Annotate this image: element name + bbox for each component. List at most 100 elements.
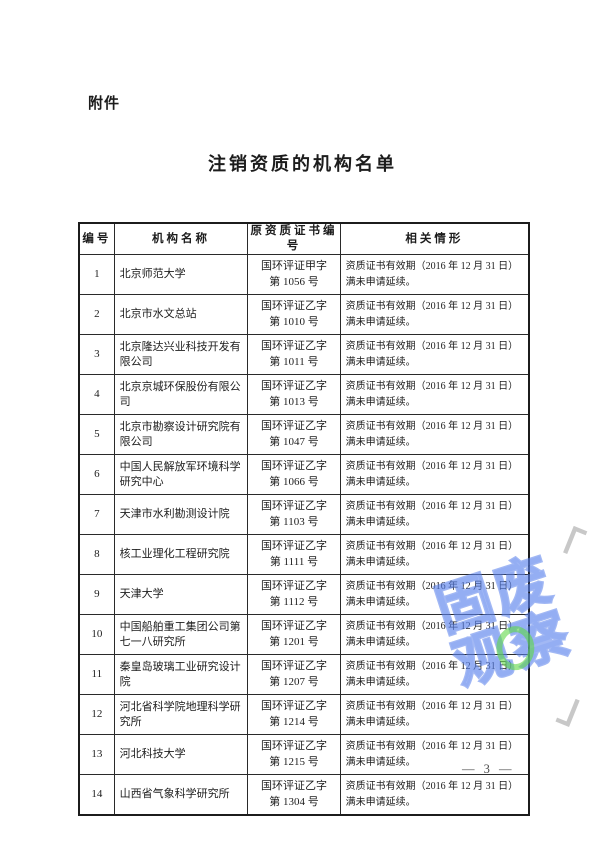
cell-certificate-number: 国环评证乙字第 1112 号 xyxy=(247,574,341,615)
cell-line: 满未申请延续。 xyxy=(345,356,416,368)
cell-situation: 资质证书有效期（2016 年 12 月 31 日） 满未申请延续。 xyxy=(339,614,530,655)
table-row: 11 秦皇岛玻璃工业研究设计院 国环评证乙字第 1207 号资质证书有效期（2016… xyxy=(78,654,530,695)
cell-line: 第 1103 号 xyxy=(269,515,319,528)
cell-situation: 资质证书有效期（2016 年 12 月 31 日） 满未申请延续。 xyxy=(339,334,530,375)
table-row: 7 天津市水利勘测设计院 国环评证乙字第 1103 号资质证书有效期（2016 年 … xyxy=(78,494,530,535)
cell-number: 4 xyxy=(78,374,115,415)
cell-institution-name: 山西省气象科学研究所 xyxy=(113,774,249,816)
cell-situation: 资质证书有效期（2016 年 12 月 31 日） 满未申请延续。 xyxy=(339,774,530,816)
cell-line: 资质证书有效期（2016 年 12 月 31 日） xyxy=(345,501,519,512)
table-row: 6 中国人民解放军环境科学研究中心 国环评证乙字第 1066 号资质证书有效期（20… xyxy=(78,454,530,495)
cell-number: 5 xyxy=(78,414,115,455)
cell-institution-name: 北京市水文总站 xyxy=(113,294,249,335)
cell-line: 满未申请延续。 xyxy=(345,516,416,528)
cell-line: 满未申请延续。 xyxy=(345,636,416,648)
cell-institution-name: 北京隆达兴业科技开发有限公司 xyxy=(113,334,249,375)
cell-line: 国环评证乙字 xyxy=(260,539,327,552)
cell-line: 资质证书有效期（2016 年 12 月 31 日） xyxy=(345,261,519,272)
cell-situation: 资质证书有效期（2016 年 12 月 31 日） 满未申请延续。 xyxy=(339,374,530,415)
column-header: 相关情形 xyxy=(339,222,530,255)
cell-certificate-number: 国环评证乙字第 1047 号 xyxy=(247,414,341,455)
cell-number: 11 xyxy=(78,654,115,695)
table-row: 13 河北科技大学 国环评证乙字第 1215 号资质证书有效期（2016 年 12 … xyxy=(78,734,530,775)
cell-situation: 资质证书有效期（2016 年 12 月 31 日） 满未申请延续。 xyxy=(339,574,530,615)
table-row: 2 北京市水文总站 国环评证乙字第 1010 号资质证书有效期（2016 年 12 … xyxy=(78,294,530,335)
cell-line: 满未申请延续。 xyxy=(345,276,416,288)
cell-line: 国环评证甲字 xyxy=(260,259,327,272)
cell-institution-name: 中国船舶重工集团公司第七一八研究所 xyxy=(113,614,249,655)
cell-situation: 资质证书有效期（2016 年 12 月 31 日） 满未申请延续。 xyxy=(339,294,530,335)
page-title: 注销资质的机构名单 xyxy=(208,154,397,174)
table-row: 12 河北省科学院地理科学研究所 国环评证乙字第 1214 号资质证书有效期（201… xyxy=(78,694,530,735)
cell-certificate-number: 国环评证乙字第 1013 号 xyxy=(247,374,341,415)
table-row: 8 核工业理化工程研究院 国环评证乙字第 1111 号资质证书有效期（2016 年 … xyxy=(78,534,530,575)
cell-line: 资质证书有效期（2016 年 12 月 31 日） xyxy=(345,301,519,312)
cell-line: 满未申请延续。 xyxy=(345,796,416,808)
cell-line: 第 1215 号 xyxy=(269,755,319,768)
cell-institution-name: 河北省科学院地理科学研究所 xyxy=(113,694,249,735)
cell-line: 国环评证乙字 xyxy=(260,379,327,392)
cell-number: 7 xyxy=(78,494,115,535)
cell-line: 第 1111 号 xyxy=(269,555,319,568)
cell-line: 第 1013 号 xyxy=(269,395,319,408)
cell-number: 12 xyxy=(78,694,115,735)
cell-situation: 资质证书有效期（2016 年 12 月 31 日） 满未申请延续。 xyxy=(339,254,530,295)
cell-line: 国环评证乙字 xyxy=(260,739,327,752)
cell-number: 6 xyxy=(78,454,115,495)
cell-line: 国环评证乙字 xyxy=(260,619,327,632)
cell-institution-name: 河北科技大学 xyxy=(113,734,249,775)
cell-certificate-number: 国环评证乙字第 1103 号 xyxy=(247,494,341,535)
cell-number: 9 xyxy=(78,574,115,615)
cell-line: 资质证书有效期（2016 年 12 月 31 日） xyxy=(345,341,519,352)
cell-line: 国环评证乙字 xyxy=(260,779,327,792)
table-row: 1 北京师范大学 国环评证甲字第 1056 号资质证书有效期（2016 年 12 月… xyxy=(78,254,530,295)
table-row: 5 北京市勘察设计研究院有限公司 国环评证乙字第 1047 号资质证书有效期（201… xyxy=(78,414,530,455)
cell-number: 14 xyxy=(78,774,115,816)
cell-situation: 资质证书有效期（2016 年 12 月 31 日） 满未申请延续。 xyxy=(339,414,530,455)
cell-line: 资质证书有效期（2016 年 12 月 31 日） xyxy=(345,461,519,472)
cell-line: 国环评证乙字 xyxy=(260,339,327,352)
table-row: 9 天津大学 国环评证乙字第 1112 号资质证书有效期（2016 年 12 月 3… xyxy=(78,574,530,615)
cell-institution-name: 北京市勘察设计研究院有限公司 xyxy=(113,414,249,455)
cell-institution-name: 秦皇岛玻璃工业研究设计院 xyxy=(113,654,249,695)
cell-certificate-number: 国环评证乙字第 1010 号 xyxy=(247,294,341,335)
cell-institution-name: 天津大学 xyxy=(113,574,249,615)
cell-line: 资质证书有效期（2016 年 12 月 31 日） xyxy=(345,781,519,792)
cell-certificate-number: 国环评证乙字第 1214 号 xyxy=(247,694,341,735)
cell-certificate-number: 国环评证甲字第 1056 号 xyxy=(247,254,341,295)
cell-line: 国环评证乙字 xyxy=(260,699,327,712)
cell-line: 第 1207 号 xyxy=(269,675,319,688)
cell-line: 满未申请延续。 xyxy=(345,316,416,328)
cell-line: 第 1056 号 xyxy=(269,275,319,288)
cell-line: 第 1047 号 xyxy=(269,435,319,448)
cell-situation: 资质证书有效期（2016 年 12 月 31 日） 满未申请延续。 xyxy=(339,654,530,695)
cell-certificate-number: 国环评证乙字第 1215 号 xyxy=(247,734,341,775)
cell-certificate-number: 国环评证乙字第 1201 号 xyxy=(247,614,341,655)
watermark-arrow-icon: » xyxy=(600,597,605,640)
cell-certificate-number: 国环评证乙字第 1304 号 xyxy=(247,774,341,816)
cell-line: 第 1011 号 xyxy=(269,355,319,368)
cell-certificate-number: 国环评证乙字第 1111 号 xyxy=(247,534,341,575)
table-row: 14 山西省气象科学研究所 国环评证乙字第 1304 号资质证书有效期（2016 年… xyxy=(78,774,530,816)
cell-line: 资质证书有效期（2016 年 12 月 31 日） xyxy=(345,541,519,552)
cell-line: 国环评证乙字 xyxy=(260,579,327,592)
cell-line: 资质证书有效期（2016 年 12 月 31 日） xyxy=(345,741,519,752)
table-row: 10 中国船舶重工集团公司第七一八研究所 国环评证乙字第 1201 号资质证书有效期… xyxy=(78,614,530,655)
cell-line: 第 1304 号 xyxy=(269,795,319,808)
page-number: — 3 — xyxy=(462,762,515,776)
cell-institution-name: 核工业理化工程研究院 xyxy=(113,534,249,575)
table-row: 3 北京隆达兴业科技开发有限公司 国环评证乙字第 1011 号资质证书有效期（201… xyxy=(78,334,530,375)
cell-line: 满未申请延续。 xyxy=(345,396,416,408)
cell-number: 1 xyxy=(78,254,115,295)
cell-line: 第 1112 号 xyxy=(269,595,319,608)
cell-line: 资质证书有效期（2016 年 12 月 31 日） xyxy=(345,381,519,392)
cell-number: 10 xyxy=(78,614,115,655)
cell-certificate-number: 国环评证乙字第 1011 号 xyxy=(247,334,341,375)
cell-institution-name: 天津市水利勘测设计院 xyxy=(113,494,249,535)
column-header: 编号 xyxy=(78,222,115,255)
cell-line: 资质证书有效期（2016 年 12 月 31 日） xyxy=(345,701,519,712)
cell-line: 第 1066 号 xyxy=(269,475,319,488)
cell-certificate-number: 国环评证乙字第 1066 号 xyxy=(247,454,341,495)
cell-number: 13 xyxy=(78,734,115,775)
